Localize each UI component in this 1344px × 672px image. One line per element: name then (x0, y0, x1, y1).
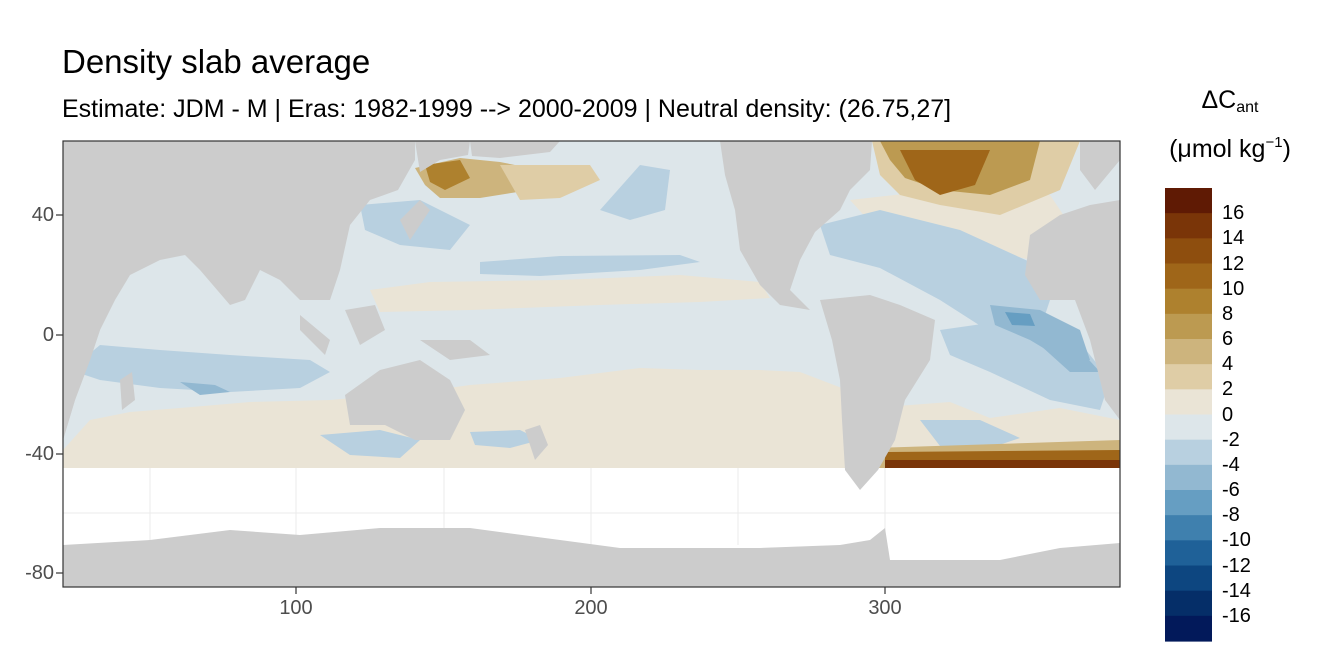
legend-label: 10 (1222, 277, 1245, 300)
legend-swatch (1165, 364, 1212, 390)
legend-swatch (1165, 188, 1212, 214)
legend-swatch (1165, 615, 1212, 642)
x-tick-label: 100 (279, 597, 313, 619)
legend-swatch (1165, 414, 1212, 441)
land-south-america (820, 295, 935, 490)
region-south-of-australia-blue (320, 430, 420, 458)
land-north-america (720, 141, 872, 310)
legend-label: 2 (1222, 378, 1234, 401)
x-tick-label: 300 (868, 597, 902, 619)
land-asia (63, 141, 415, 440)
legend-label: -2 (1222, 428, 1240, 451)
legend-title: ΔCant (1201, 86, 1259, 116)
x-tick-label: 200 (574, 597, 608, 619)
region-north-atlantic-dark (900, 150, 990, 195)
legend-swatch (1165, 213, 1212, 239)
land-australia (345, 360, 465, 440)
y-tick-label: 0 (42, 324, 54, 346)
legend-label: -12 (1222, 554, 1251, 577)
legend-label: -14 (1222, 579, 1251, 602)
legend-swatch (1165, 263, 1212, 290)
region-indian-blue-band (70, 345, 330, 392)
legend-label: 4 (1222, 353, 1234, 376)
legend-swatch (1165, 313, 1212, 340)
legend-swatch (1165, 389, 1212, 416)
legend-label: -6 (1222, 479, 1240, 501)
plot-subtitle: Estimate: JDM - M | Eras: 1982-1999 --> … (62, 95, 952, 123)
legend-label: 6 (1222, 328, 1234, 350)
region-pacific-beige-band (370, 275, 770, 312)
region-pacific-blue-band (480, 255, 700, 276)
region-north-atlantic-beige (850, 190, 1080, 262)
land-new-zealand (525, 425, 548, 460)
legend-label: 12 (1222, 252, 1245, 275)
legend-label: 16 (1222, 202, 1245, 225)
land-madagascar (120, 372, 135, 410)
land-new-guinea (420, 340, 490, 360)
land-antarctica (63, 528, 1120, 587)
gridlines (63, 468, 1120, 545)
legend-swatch (1165, 565, 1212, 592)
region-tasman-blue (470, 430, 540, 448)
land-greenland (1080, 141, 1120, 190)
legend-swatch (1165, 515, 1212, 541)
legend-label: -10 (1222, 529, 1251, 552)
legend-label: -8 (1222, 504, 1240, 527)
legend-swatch (1165, 464, 1212, 491)
y-tick-label: -80 (25, 562, 54, 584)
region-indian-medium-blue (180, 382, 230, 395)
land-europe-africa (1025, 200, 1120, 420)
legend-swatch (1165, 288, 1212, 315)
region-north-pacific-blue (600, 165, 670, 220)
legend-label: -4 (1222, 453, 1240, 476)
region-nw-pacific-beige-fringe (500, 165, 600, 200)
land-sumatra (300, 315, 330, 355)
legend-swatch (1165, 339, 1212, 365)
region-atlantic-deep-blue (1005, 312, 1035, 326)
plot-title: Density slab average (62, 43, 371, 80)
axis-ticks (56, 214, 886, 594)
legend-swatch (1165, 238, 1212, 265)
legend-label: -16 (1222, 604, 1251, 627)
legend-swatch (1165, 439, 1212, 466)
legend-label: 8 (1222, 302, 1234, 325)
region-atlantic-blue-north (820, 210, 1050, 332)
land-kamchatka (415, 141, 470, 172)
legend-label: 0 (1222, 403, 1234, 426)
region-southeast-pacific-blue (920, 420, 1020, 448)
y-tick-label: -40 (25, 443, 54, 465)
land-alaska (470, 141, 560, 158)
legend-swatch (1165, 490, 1212, 516)
legend-swatch (1165, 590, 1212, 617)
region-brazil-medium-blue (1040, 345, 1100, 372)
legend-swatch (1165, 540, 1212, 567)
y-tick-label: 40 (31, 204, 54, 226)
land-japan (400, 200, 430, 240)
land-borneo (345, 305, 385, 345)
region-okhotsk-dark (425, 160, 470, 190)
legend-colorbar (1165, 188, 1212, 642)
land-masses (63, 141, 1120, 587)
legend-units: (μmol kg−1) (1169, 134, 1291, 163)
region-south-atlantic-front-dark (885, 458, 1120, 470)
legend-label: 14 (1222, 227, 1245, 250)
land-africa-west (63, 330, 100, 440)
region-south-atlantic-front-mid (885, 450, 1120, 460)
